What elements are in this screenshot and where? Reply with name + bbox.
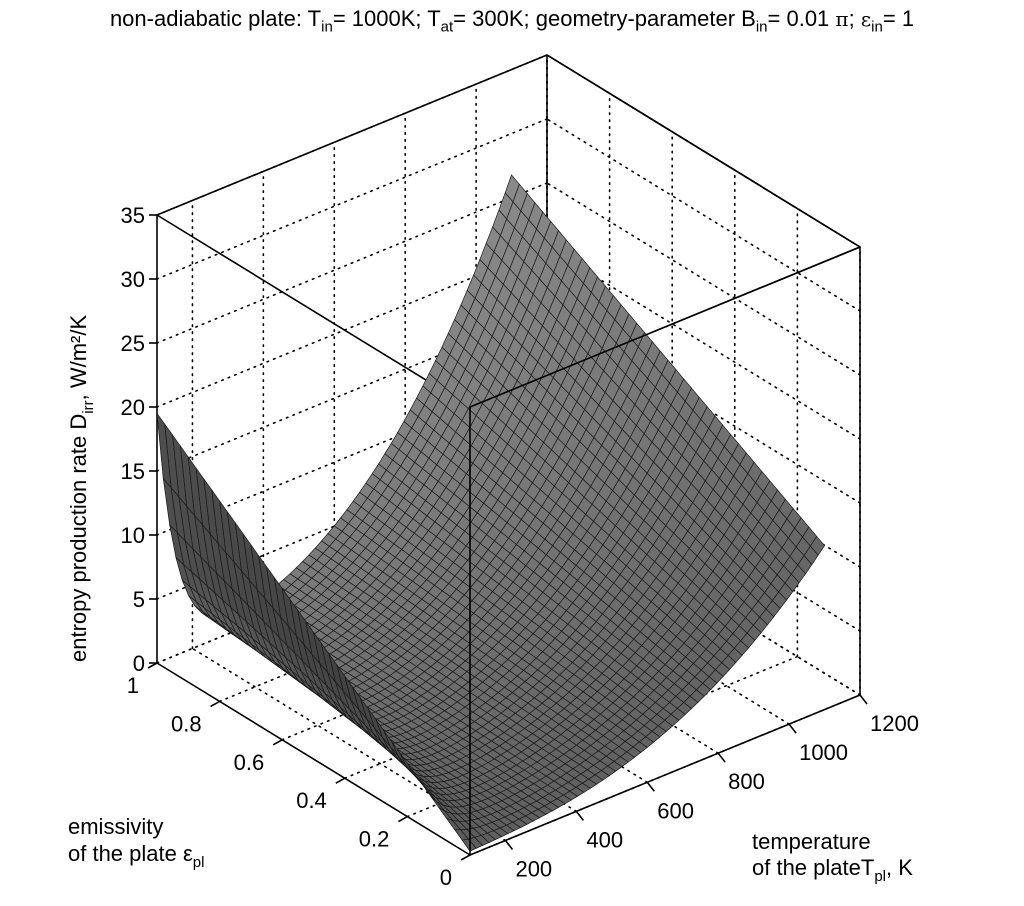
- x-tick-mark: [646, 781, 655, 792]
- x-tick-mark: [575, 810, 584, 821]
- x-tick-mark: [717, 752, 726, 763]
- z-tick-label: 35: [121, 203, 145, 228]
- box-edge: [546, 54, 861, 248]
- box-edge: [156, 214, 471, 408]
- z-tick-label: 5: [133, 587, 145, 612]
- z-tick-label: 25: [121, 331, 145, 356]
- x-tick-label: 1000: [799, 740, 848, 765]
- grid-x-floor: [191, 647, 507, 842]
- z-tick-label: 30: [121, 267, 145, 292]
- box-edge: [469, 694, 861, 856]
- y-tick-mark: [210, 700, 220, 708]
- y-tick-label: 0.4: [296, 788, 327, 813]
- z-tick-label: 20: [121, 395, 145, 420]
- x-tick-label: 1200: [870, 711, 919, 736]
- chart-title: non-adiabatic plate: Tin= 1000K; Tat= 30…: [109, 6, 915, 36]
- grid-z-sidewall: [546, 182, 861, 376]
- x-tick-mark: [859, 694, 868, 705]
- x-tick-label: 400: [586, 827, 623, 852]
- z-tick-label: 10: [121, 523, 145, 548]
- box-front-edges: [156, 54, 861, 856]
- y-tick-mark: [460, 854, 471, 861]
- grid-z-backwall: [156, 118, 548, 280]
- z-tick-label: 0: [133, 651, 145, 676]
- axis-labels: entropy production rate Dirr, W/m²/K emis…: [66, 315, 913, 885]
- x-tick-label: 200: [515, 856, 552, 881]
- y-tick-label: 0.6: [234, 750, 265, 775]
- z-axis-title: entropy production rate Dirr, W/m²/K: [66, 315, 97, 662]
- x-tick-mark: [788, 723, 797, 734]
- grid-z-sidewall: [546, 246, 861, 440]
- surface-mesh: [156, 174, 825, 852]
- y-tick-label: 0: [440, 865, 452, 890]
- axis-ticks: 0510152025303500.20.40.60.81200400600800…: [121, 203, 919, 890]
- surface-patch: [809, 535, 825, 556]
- y-tick-label: 0.2: [359, 827, 390, 852]
- y-tick-mark: [335, 777, 346, 784]
- y-axis-title-line2: of the plate εpl: [68, 841, 204, 871]
- grid-z-sidewall: [546, 118, 861, 312]
- x-tick-label: 600: [657, 798, 694, 823]
- x-tick-label: 800: [728, 769, 765, 794]
- y-axis-title-line1: emissivity: [68, 814, 163, 839]
- z-tick-label: 15: [121, 459, 145, 484]
- x-axis-title-line2: of the plateTpl, K: [752, 855, 913, 885]
- y-tick-mark: [272, 739, 283, 746]
- y-tick-label: 1: [127, 673, 139, 698]
- box-edge: [156, 54, 548, 216]
- x-axis-title-line1: temperature: [752, 829, 871, 854]
- box-edge: [156, 662, 471, 856]
- y-tick-mark: [398, 815, 408, 823]
- y-tick-mark: [147, 662, 158, 669]
- y-tick-label: 0.8: [171, 711, 202, 736]
- grid-z-backwall: [156, 182, 548, 344]
- box-edge: [469, 246, 861, 408]
- x-tick-mark: [504, 839, 514, 850]
